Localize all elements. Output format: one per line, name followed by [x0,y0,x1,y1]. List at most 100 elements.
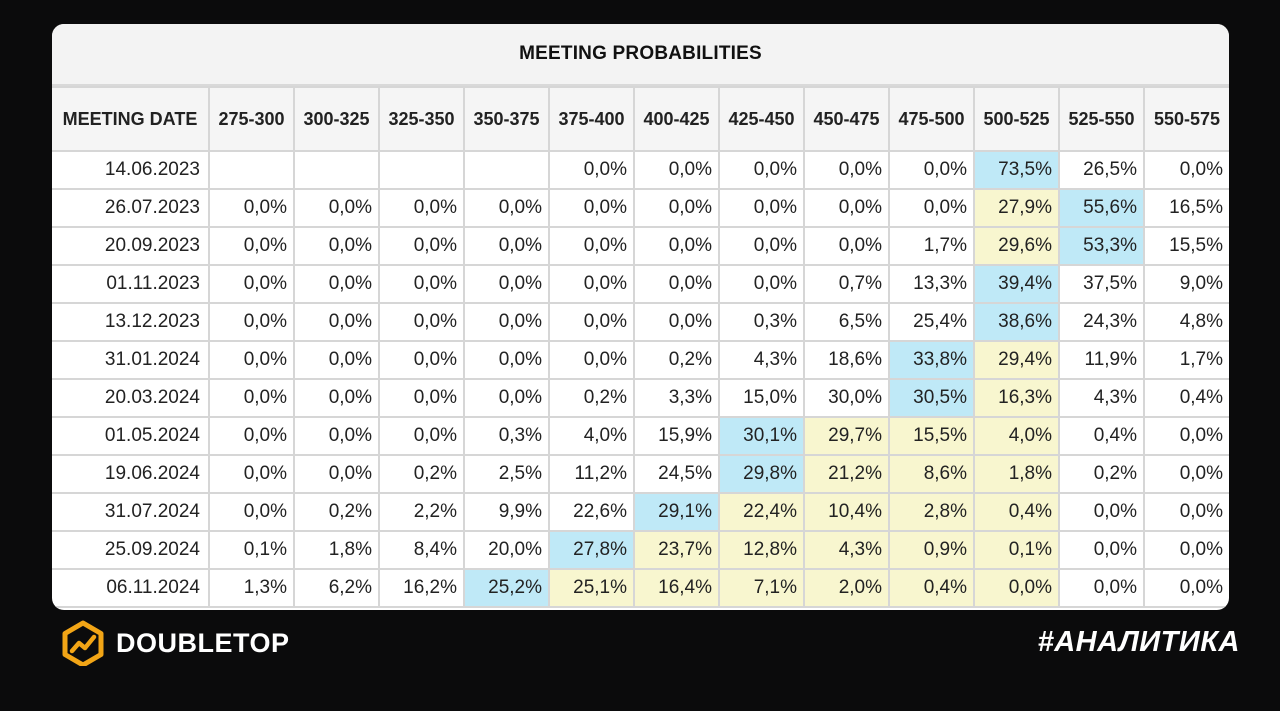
probabilities-card: MEETING PROBABILITIES MEETING DATE 275-30… [52,24,1229,610]
probability-cell [378,150,465,190]
probability-cell: 0,0% [378,340,465,380]
probability-cell: 0,0% [888,188,975,228]
table-header-row: MEETING DATE 275-300 300-325 325-350 350-375… [52,86,1229,152]
meeting-date-cell: 20.09.2023 [52,226,210,266]
column-header-range: 450-475 [803,86,890,152]
probability-cell: 29,6% [973,226,1060,266]
probability-cell: 8,6% [888,454,975,494]
probability-cell: 0,0% [633,302,720,342]
table-row: 14.06.2023 0,0% 0,0% 0,0% 0,0% 0,0% 73,5% 26,5%… [52,150,1229,190]
probability-cell: 25,2% [463,568,550,608]
probability-cell: 0,2% [1058,454,1145,494]
probability-cell: 30,0% [803,378,890,418]
probability-cell: 16,2% [378,568,465,608]
probability-cell: 0,0% [1143,530,1229,570]
probability-cell: 26,5% [1058,150,1145,190]
probability-cell: 0,0% [208,340,295,380]
probability-cell: 4,3% [803,530,890,570]
probability-cell: 0,0% [803,226,890,266]
probability-cell: 1,7% [888,226,975,266]
column-header-range: 525-550 [1058,86,1145,152]
probability-cell: 23,7% [633,530,720,570]
probability-cell: 24,3% [1058,302,1145,342]
probability-cell: 15,5% [888,416,975,456]
probability-cell: 2,5% [463,454,550,494]
probability-cell: 18,6% [803,340,890,380]
table-row: 06.11.2024 1,3% 6,2% 16,2% 25,2% 25,1% 16,4% 7,… [52,568,1229,608]
probability-cell: 0,3% [463,416,550,456]
probability-cell: 0,0% [208,416,295,456]
probability-cell: 0,0% [208,188,295,228]
probability-cell: 0,0% [463,226,550,266]
probability-table: MEETING DATE 275-300 300-325 325-350 350-375… [52,86,1229,608]
probability-cell [208,150,295,190]
probability-cell: 3,3% [633,378,720,418]
meeting-date-cell: 31.07.2024 [52,492,210,532]
probability-cell: 0,0% [208,378,295,418]
probability-cell: 0,0% [378,302,465,342]
probability-cell: 0,0% [803,188,890,228]
probability-cell: 0,0% [633,264,720,304]
probability-cell: 15,5% [1143,226,1229,266]
probability-cell: 0,4% [888,568,975,608]
meeting-date-cell: 01.11.2023 [52,264,210,304]
column-header-range: 400-425 [633,86,720,152]
column-header-date: MEETING DATE [52,86,210,152]
brand: DOUBLETOP [60,618,290,668]
probability-cell: 0,0% [1058,530,1145,570]
probability-cell: 0,0% [633,150,720,190]
probability-cell: 16,5% [1143,188,1229,228]
probability-cell: 0,0% [463,302,550,342]
probability-cell: 0,0% [463,188,550,228]
probability-cell: 0,0% [378,416,465,456]
table-row: 31.01.2024 0,0% 0,0% 0,0% 0,0% 0,0% 0,2% 4,3% 18… [52,340,1229,380]
probability-cell: 0,4% [1058,416,1145,456]
probability-cell: 0,0% [548,340,635,380]
probability-cell: 2,8% [888,492,975,532]
probability-cell: 0,0% [293,378,380,418]
probability-cell: 0,0% [1143,416,1229,456]
probability-cell: 29,7% [803,416,890,456]
probability-cell: 0,0% [718,150,805,190]
column-header-range: 500-525 [973,86,1060,152]
probability-cell: 29,1% [633,492,720,532]
probability-cell: 0,0% [1058,492,1145,532]
probability-cell: 39,4% [973,264,1060,304]
column-header-range: 375-400 [548,86,635,152]
probability-cell: 0,0% [548,264,635,304]
probability-cell: 0,0% [208,264,295,304]
probability-cell: 0,0% [378,378,465,418]
probability-cell: 0,0% [208,454,295,494]
probability-cell: 27,9% [973,188,1060,228]
probability-cell: 29,8% [718,454,805,494]
meeting-date-cell: 13.12.2023 [52,302,210,342]
column-header-range: 550-575 [1143,86,1229,152]
probability-cell: 0,0% [1143,492,1229,532]
probability-cell: 1,8% [973,454,1060,494]
probability-cell: 0,4% [973,492,1060,532]
meeting-date-cell: 25.09.2024 [52,530,210,570]
probability-cell: 22,4% [718,492,805,532]
probability-cell: 0,0% [1143,454,1229,494]
probability-cell: 38,6% [973,302,1060,342]
probability-cell: 0,0% [378,264,465,304]
probability-cell: 1,8% [293,530,380,570]
probability-cell: 2,0% [803,568,890,608]
probability-cell [463,150,550,190]
probability-cell: 4,3% [718,340,805,380]
probability-cell: 0,0% [1143,568,1229,608]
doubletop-logo-icon [62,620,104,666]
probability-cell: 0,0% [1143,150,1229,190]
table-title: MEETING PROBABILITIES [52,24,1229,86]
probability-cell: 0,2% [378,454,465,494]
table-row: 13.12.2023 0,0% 0,0% 0,0% 0,0% 0,0% 0,0% 0,3% 6,… [52,302,1229,342]
probability-cell: 4,8% [1143,302,1229,342]
column-header-range: 300-325 [293,86,380,152]
probability-cell: 4,0% [548,416,635,456]
probability-cell: 12,8% [718,530,805,570]
probability-cell: 0,0% [803,150,890,190]
table-row: 31.07.2024 0,0% 0,2% 2,2% 9,9% 22,6% 29,1% 22,4… [52,492,1229,532]
probability-cell: 0,0% [633,188,720,228]
probability-cell: 0,0% [548,302,635,342]
probability-cell: 0,0% [633,226,720,266]
